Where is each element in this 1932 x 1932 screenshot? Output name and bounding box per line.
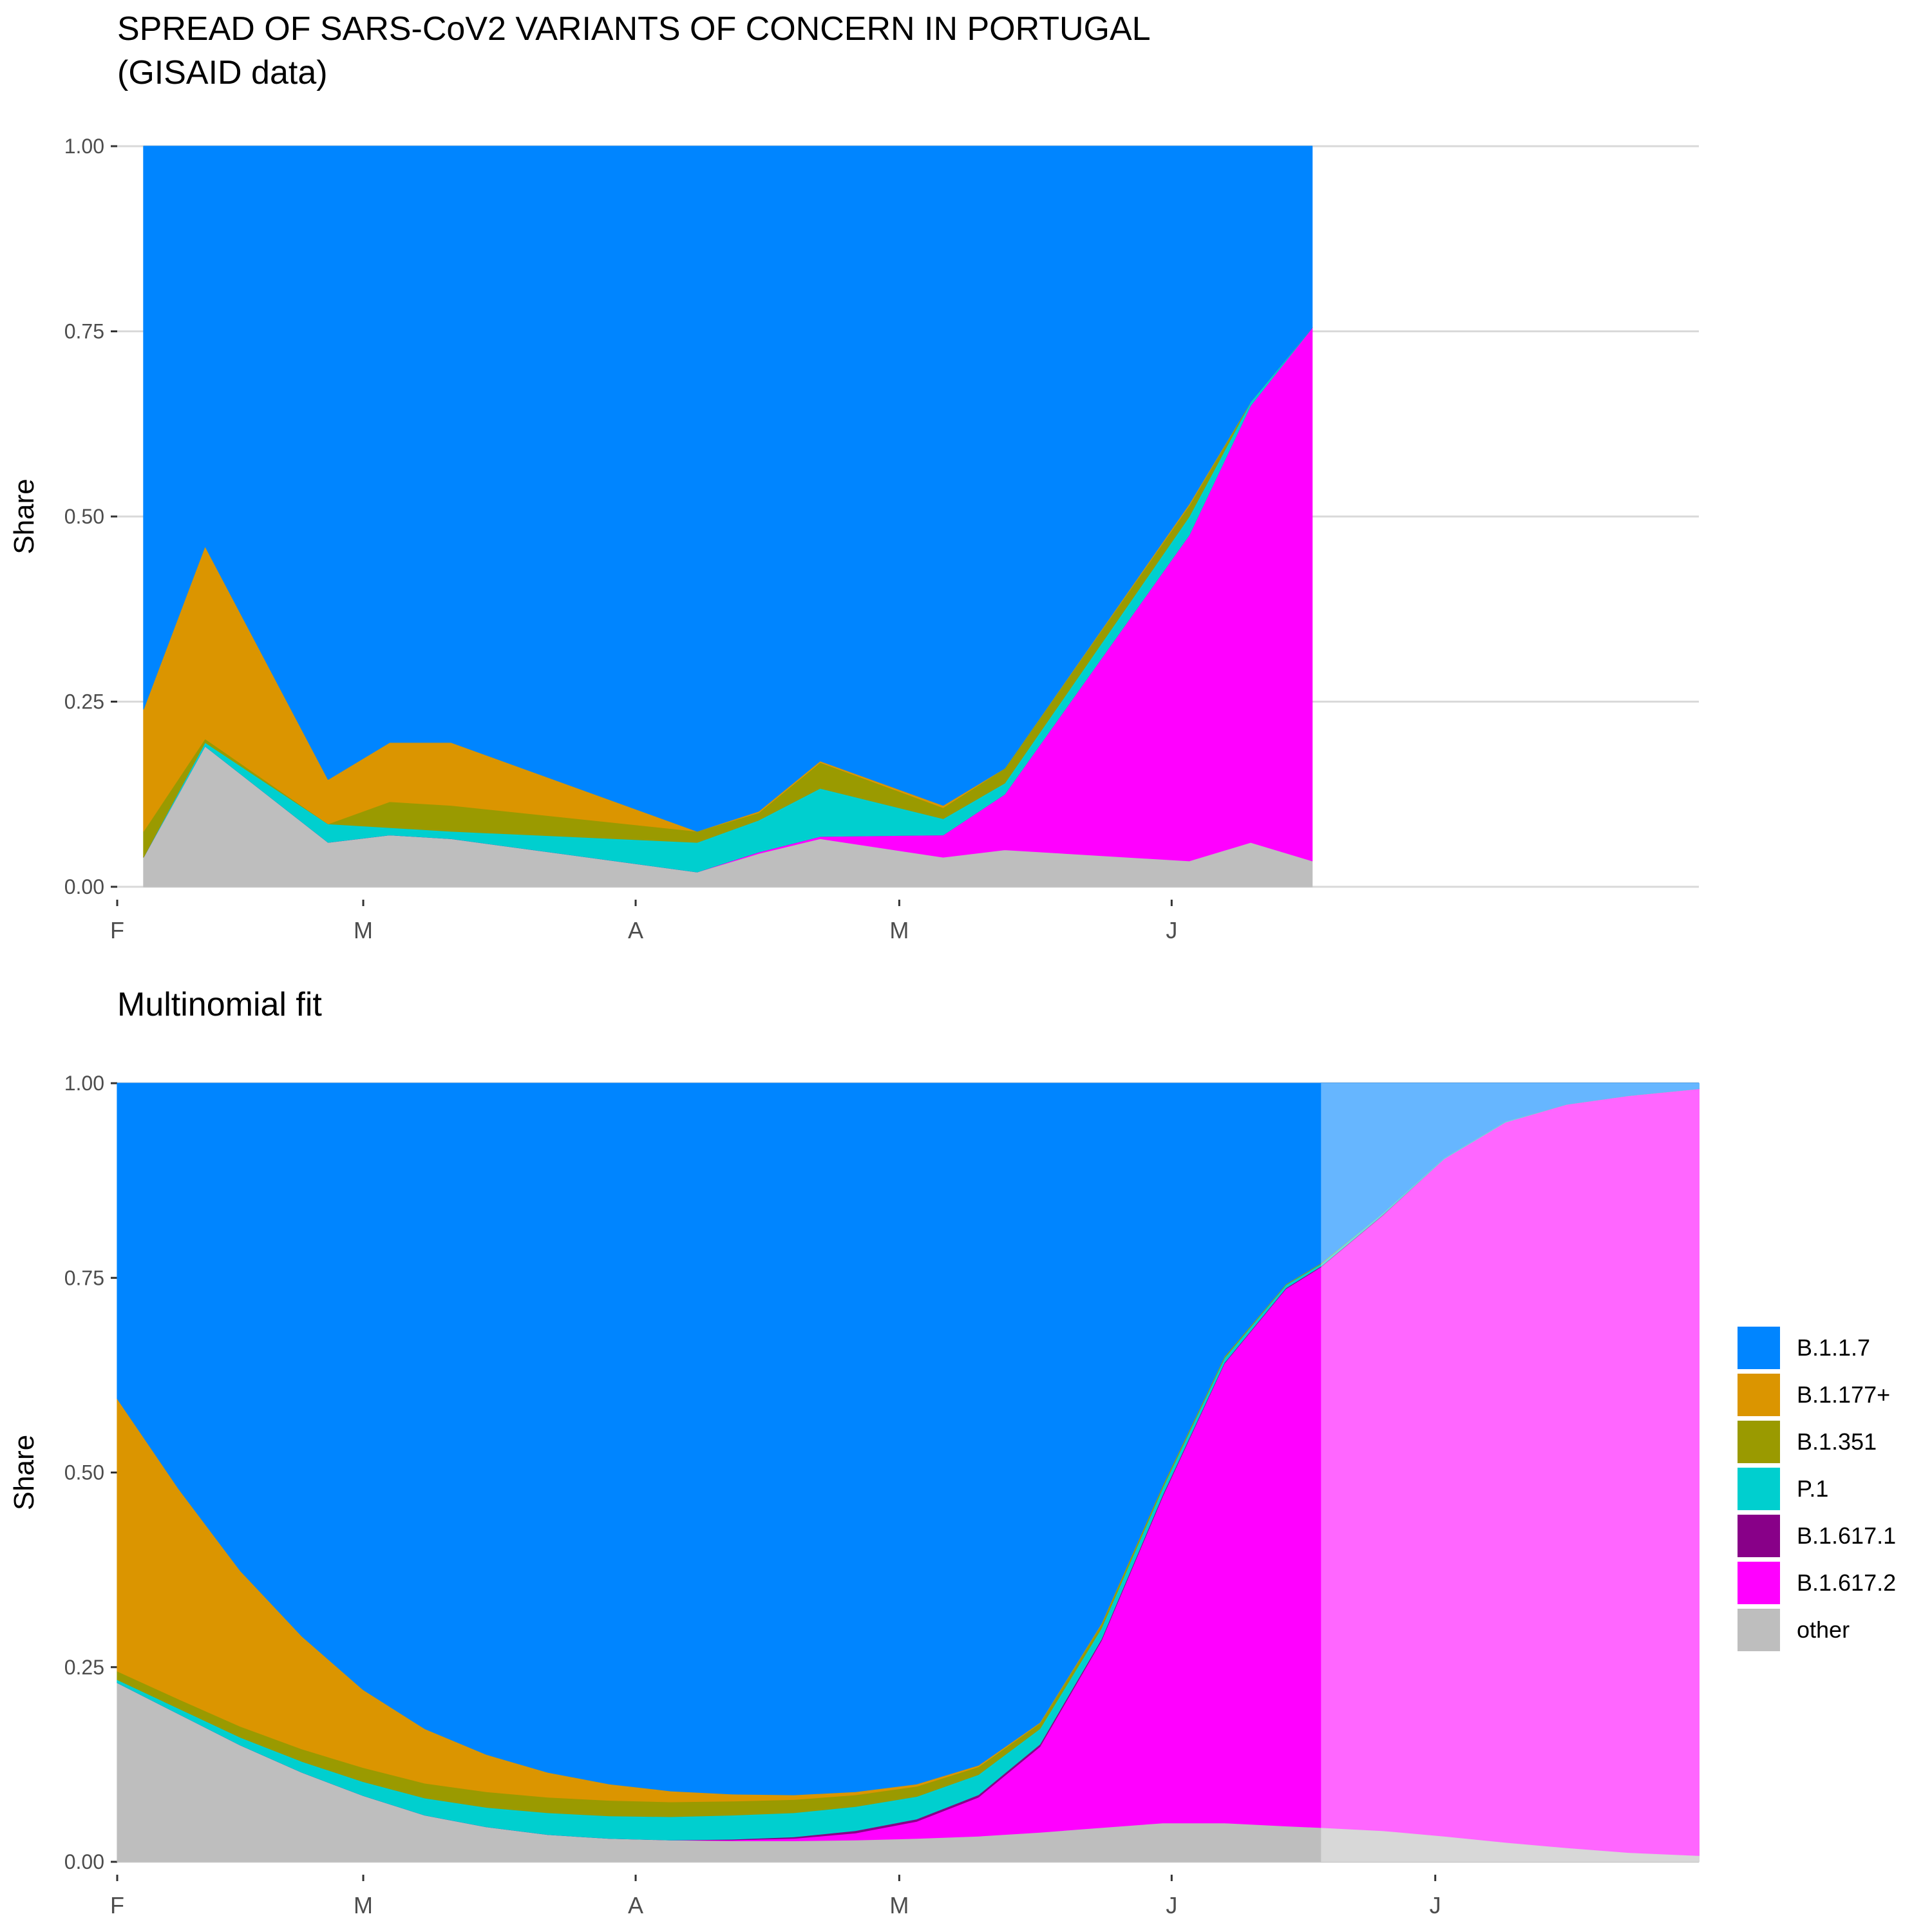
legend-label-b-1-1-7: B.1.1.7 [1797, 1334, 1870, 1361]
forecast-shade [1321, 1083, 1699, 1862]
x-tick-label: M [354, 917, 373, 943]
panel-title-multinomial: Multinomial fit [117, 986, 322, 1023]
legend-label-other: other [1797, 1616, 1850, 1643]
legend-label-b-1-617-1: B.1.617.1 [1797, 1522, 1896, 1549]
x-tick-label: M [889, 917, 909, 943]
panel-gisaid: 0.00 0.25 0.50 0.75 1.00 F M A M J Share [8, 135, 1699, 943]
x-tick-label: A [628, 917, 643, 943]
y-axis-title: Share [8, 1435, 40, 1510]
x-tick-label: F [110, 1892, 124, 1918]
legend-swatch-p-1 [1738, 1468, 1780, 1510]
x-tick-label: M [354, 1892, 373, 1918]
chart-subtitle: (GISAID data) [117, 54, 328, 91]
y-tick-label: 1.00 [64, 1072, 104, 1095]
area-layer [117, 1083, 1700, 1862]
legend-swatch-b-1-617-1 [1738, 1515, 1780, 1557]
y-tick-label: 0.75 [64, 320, 104, 343]
y-tick-label: 0.50 [64, 1461, 104, 1484]
y-tick-label: 1.00 [64, 135, 104, 158]
chart-title: SPREAD OF SARS-CoV2 VARIANTS OF CONCERN … [117, 10, 1151, 48]
area-b-1-1-7 [143, 146, 1313, 832]
panel-multinomial-fit: 0.00 0.25 0.50 0.75 1.00 F M A M J J Share [8, 1072, 1700, 1918]
x-tick-label: A [628, 1892, 643, 1918]
legend-swatch-b-1-617-2 [1738, 1562, 1780, 1604]
x-tick-label: J [1430, 1892, 1441, 1918]
legend-swatch-b-1-1-7 [1738, 1327, 1780, 1369]
y-tick-label: 0.25 [64, 690, 104, 714]
x-tick-label: M [889, 1892, 909, 1918]
y-tick-label: 0.50 [64, 505, 104, 528]
legend-swatch-b-1-351 [1738, 1421, 1780, 1463]
legend-label-p-1: P.1 [1797, 1475, 1828, 1502]
y-axis-title: Share [8, 478, 40, 554]
legend-label-b-1-351: B.1.351 [1797, 1428, 1877, 1455]
legend-swatch-b-1-177 [1738, 1374, 1780, 1416]
legend-label-b-1-177: B.1.177+ [1797, 1381, 1890, 1408]
legend-swatch-other [1738, 1609, 1780, 1651]
y-tick-label: 0.00 [64, 1850, 104, 1873]
legend-label-b-1-617-2: B.1.617.2 [1797, 1569, 1896, 1596]
legend: B.1.1.7 B.1.177+ B.1.351 P.1 B.1.617.1 B.1.61… [1738, 1327, 1896, 1651]
area-b-1-1-7 [117, 1083, 1700, 1795]
x-tick-label: F [110, 917, 124, 943]
y-tick-label: 0.00 [64, 875, 104, 898]
y-tick-label: 0.75 [64, 1266, 104, 1289]
area-layer [143, 146, 1313, 887]
y-tick-label: 0.25 [64, 1656, 104, 1679]
x-tick-label: J [1166, 917, 1177, 943]
x-tick-label: J [1166, 1892, 1177, 1918]
